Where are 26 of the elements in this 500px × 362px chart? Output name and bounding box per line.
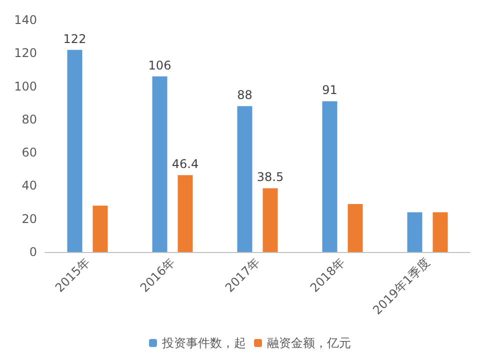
bar [237, 106, 252, 252]
y-tick-label: 20 [22, 212, 37, 226]
bar [152, 76, 168, 252]
y-tick-label: 140 [14, 13, 37, 27]
data-label: 88 [237, 88, 252, 102]
bar [178, 175, 193, 252]
y-tick-label: 40 [22, 178, 37, 193]
legend-label: 融资金额，亿元 [267, 336, 351, 350]
bar [348, 204, 363, 252]
y-tick-label: 120 [14, 46, 37, 60]
bar [407, 212, 422, 252]
y-tick-label: 0 [29, 245, 37, 259]
bar [432, 212, 448, 252]
data-label: 91 [322, 83, 338, 98]
y-tick-label: 80 [22, 112, 37, 126]
legend-label: 投资事件数，起 [161, 336, 246, 350]
bar [262, 188, 278, 252]
bar [92, 206, 108, 252]
data-label: 46.4 [172, 157, 199, 172]
y-tick-label: 100 [14, 79, 37, 94]
data-label: 122 [63, 32, 86, 46]
data-label: 38.5 [256, 170, 284, 184]
bar [322, 101, 338, 252]
data-label: 106 [148, 58, 172, 72]
bar [67, 50, 82, 252]
y-tick-label: 60 [22, 146, 37, 160]
